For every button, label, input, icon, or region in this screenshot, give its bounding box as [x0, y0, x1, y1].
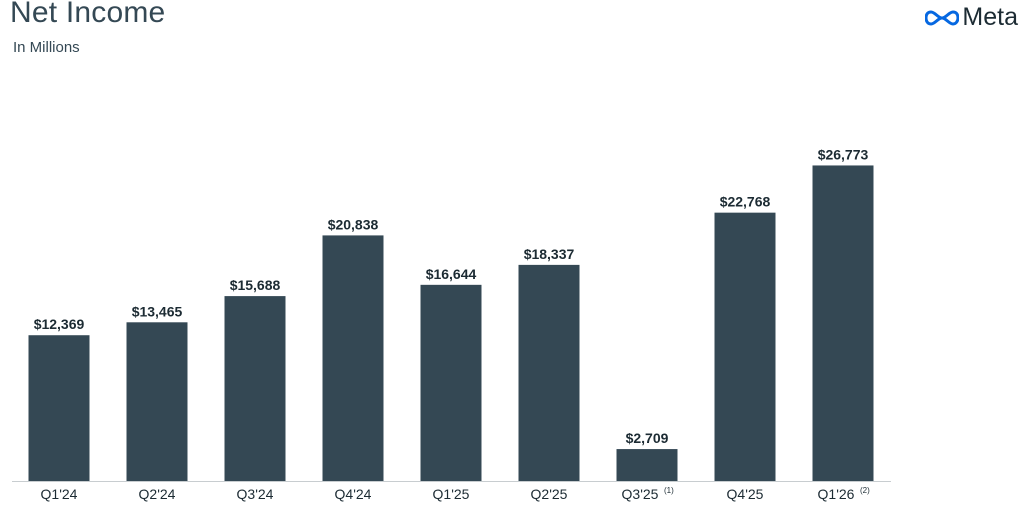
data-label-7: $22,768 — [720, 194, 771, 210]
x-tick-label-5: Q2'25 — [531, 486, 568, 502]
data-label-1: $13,465 — [132, 303, 183, 319]
bar-1 — [126, 322, 188, 481]
brand-name: Meta — [962, 3, 1018, 31]
data-label-0: $12,369 — [34, 316, 85, 332]
page-title: Net Income — [10, 0, 166, 29]
meta-infinity-icon — [925, 9, 960, 26]
bar-0 — [28, 335, 90, 481]
x-tick-label-3: Q4'24 — [335, 486, 372, 502]
bar-4 — [420, 284, 482, 481]
x-tick-label-6: Q3'25 — [622, 486, 659, 502]
data-label-8: $26,773 — [818, 146, 869, 162]
x-tick-label-2: Q3'24 — [237, 486, 274, 502]
meta-logo: Meta — [925, 3, 1018, 32]
x-tick-label-7: Q4'25 — [727, 486, 764, 502]
bar-2 — [224, 296, 286, 481]
footnote-marker-8: (2) — [860, 486, 870, 495]
bar-8 — [812, 165, 874, 481]
data-label-6: $2,709 — [626, 430, 669, 446]
page-subtitle: In Millions — [13, 39, 80, 56]
x-tick-label-1: Q2'24 — [139, 486, 176, 502]
data-label-2: $15,688 — [230, 277, 281, 293]
x-tick-label-4: Q1'25 — [433, 486, 470, 502]
data-label-4: $16,644 — [426, 266, 477, 282]
x-tick-label-0: Q1'24 — [41, 486, 78, 502]
x-tick-label-8: Q1'26 — [818, 486, 855, 502]
bar-6 — [616, 449, 678, 481]
bar-3 — [322, 235, 384, 481]
bar-5 — [518, 264, 580, 481]
footnote-marker-6: (1) — [664, 486, 674, 495]
data-label-3: $20,838 — [328, 216, 379, 232]
bar-7 — [714, 212, 776, 481]
data-label-5: $18,337 — [524, 246, 575, 262]
